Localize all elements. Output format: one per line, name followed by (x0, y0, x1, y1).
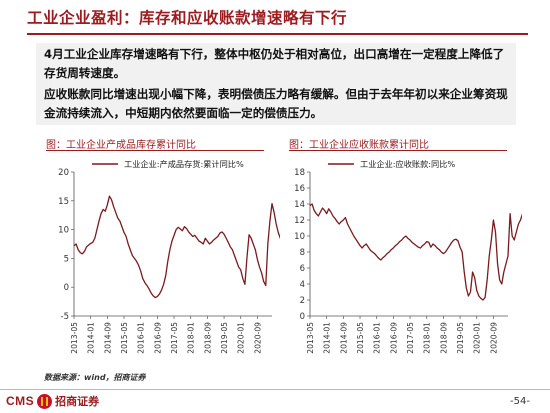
x-tick-label: 2020-09 (253, 322, 262, 354)
x-tick-label: 2020-01 (237, 322, 246, 354)
x-tick-label: 2018-09 (439, 322, 448, 354)
y-tick-label: -5 (61, 312, 69, 322)
x-tick-label: 2016-01 (137, 322, 146, 354)
x-tick-label: 2017-05 (406, 322, 415, 354)
figure-title-receivables: 图：工业企业应收账款累计同比 (289, 140, 429, 151)
data-source-note: 数据来源：wind，招商证券 (44, 373, 146, 382)
receivables-line-chart: 0 2 4 6 8 10 12 14 16 18 2013-05 2014-01 2014-09 2015… (294, 159, 522, 354)
legend-label: 工业企业:应收账款:同比% (360, 159, 455, 169)
x-tick-label: 2017-05 (170, 322, 179, 354)
figure-title-rule-receivables (289, 150, 507, 151)
summary-box (36, 43, 516, 125)
x-tick-label: 2019-05 (220, 322, 229, 354)
inventory-line-chart: -5 0 5 10 15 20 2013-05 2014-01 2014-09 2015-05 20… (58, 159, 280, 354)
y-tick-label: 10 (58, 226, 69, 236)
x-tick-label: 2020-09 (489, 322, 498, 354)
y-tick-label: 15 (58, 197, 69, 207)
y-tick-label: 4 (300, 280, 305, 290)
y-tick-label: 12 (294, 216, 305, 226)
x-tick-label: 2020-01 (473, 322, 482, 354)
x-tick-label: 2016-09 (389, 322, 398, 354)
company-logo: CMS 招商证券 (6, 393, 99, 409)
x-tick-label: 2013-05 (70, 322, 79, 354)
logo-text: CMS (6, 394, 35, 408)
page-number: -54- (510, 396, 530, 407)
y-tick-label: 10 (294, 232, 305, 242)
series-line (309, 203, 522, 301)
x-tick-label: 2013-05 (306, 322, 315, 354)
x-tick-label: 2014-01 (323, 322, 332, 354)
y-tick-label: 5 (64, 254, 69, 264)
page-title: 工业企业盈利：库存和应收账款增速略有下行 (27, 8, 348, 27)
summary-paragraph-receivables: 应收账款同比增速出现小幅下降，表明偿债压力略有缓解。但由于去年年初以来企业筹资现… (44, 87, 508, 120)
x-tick-label: 2014-09 (103, 322, 112, 354)
x-tick-label: 2015-05 (120, 322, 129, 354)
legend-label: 工业企业:产成品存货:累计同比% (124, 159, 244, 169)
y-tick-label: 20 (58, 168, 69, 178)
summary-paragraph-inventory: 4月工业企业库存增速略有下行，整体中枢仍处于相对高位，出口高增在一定程度上降低了… (44, 47, 505, 80)
x-tick-label: 2019-05 (456, 322, 465, 354)
footer-divider (0, 389, 550, 390)
y-tick-label: 18 (294, 168, 305, 178)
title-underline (27, 33, 528, 35)
logo-mark-icon (37, 393, 53, 409)
x-tick-label: 2015-05 (356, 322, 365, 354)
y-tick-label: 14 (294, 200, 305, 210)
y-tick-label: 16 (294, 184, 305, 194)
figure-title-inventory: 图：工业企业产成品库存累计同比 (46, 140, 196, 151)
x-tick-label: 2014-09 (339, 322, 348, 354)
y-tick-label: 0 (64, 283, 69, 293)
x-tick-label: 2014-01 (87, 322, 96, 354)
series-line (73, 195, 280, 299)
y-tick-label: 0 (300, 312, 305, 322)
x-tick-label: 2018-09 (203, 322, 212, 354)
y-tick-label: 6 (300, 264, 305, 274)
logo-chinese-name: 招商证券 (55, 395, 100, 408)
x-tick-label: 2016-09 (153, 322, 162, 354)
x-tick-label: 2018-01 (423, 322, 432, 354)
y-tick-label: 2 (300, 296, 305, 306)
x-tick-label: 2018-01 (187, 322, 196, 354)
y-tick-label: 8 (300, 248, 305, 258)
figure-title-rule-inventory (46, 150, 264, 151)
x-tick-label: 2016-01 (373, 322, 382, 354)
